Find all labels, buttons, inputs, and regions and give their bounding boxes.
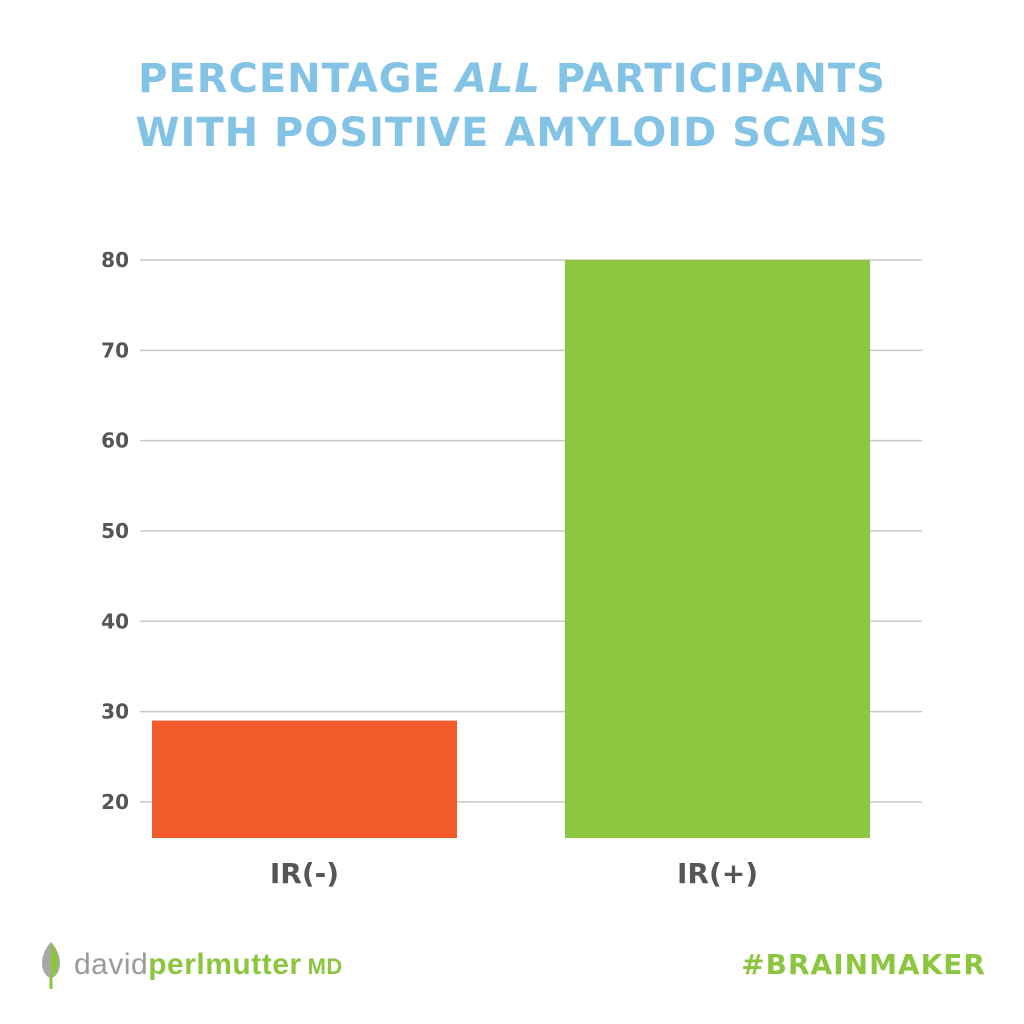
- chart-title: PERCENTAGE ALL PARTICIPANTS WITH POSITIV…: [0, 52, 1024, 160]
- bar: [565, 260, 870, 838]
- bar: [152, 720, 457, 838]
- brand-last-name: perlmutter: [148, 948, 302, 981]
- hashtag: #BRAINMAKER: [741, 948, 986, 981]
- y-tick-label: 50: [101, 519, 129, 543]
- brand-first-name: david: [74, 948, 149, 981]
- title-emphasis: ALL: [455, 56, 541, 102]
- x-category-label: IR(-): [270, 857, 339, 890]
- y-tick-label: 20: [101, 790, 129, 814]
- leaf-icon: [42, 942, 60, 989]
- x-category-label: IR(+): [677, 857, 758, 890]
- chart-title-line-2: WITH POSITIVE AMYLOID SCANS: [135, 110, 889, 156]
- y-tick-label: 40: [101, 609, 129, 633]
- y-tick-label: 70: [101, 338, 129, 362]
- brand-logo: davidperlmutter MD: [38, 940, 343, 990]
- title-text: PARTICIPANTS: [540, 56, 886, 102]
- y-tick-label: 80: [101, 248, 129, 272]
- y-tick-label: 60: [101, 429, 129, 453]
- brand-name: davidperlmutter MD: [74, 948, 343, 982]
- brand-suffix: MD: [307, 954, 343, 979]
- title-text: PERCENTAGE: [138, 56, 456, 102]
- y-tick-label: 30: [101, 700, 129, 724]
- chart-title-line-1: PERCENTAGE ALL PARTICIPANTS: [0, 52, 1024, 106]
